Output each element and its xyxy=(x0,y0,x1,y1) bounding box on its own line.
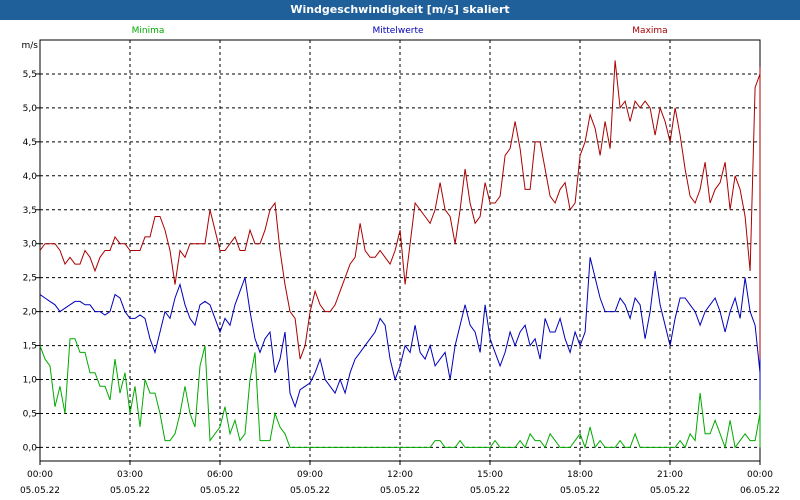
x-tick-date-label: 05.05.22 xyxy=(560,486,600,496)
x-tick-date-label: 05.05.22 xyxy=(290,486,330,496)
y-tick-label: 4,0 xyxy=(23,172,38,182)
x-tick-date-label: 05.05.22 xyxy=(20,486,60,496)
x-tick-time-label: 15:00 xyxy=(477,470,503,480)
series-line-minima xyxy=(39,332,761,450)
chart-title: Windgeschwindigkeit [m/s] skaliert xyxy=(290,3,510,16)
x-tick-date-label: 05.05.22 xyxy=(650,486,690,496)
x-tick-time-label: 21:00 xyxy=(657,470,683,480)
y-tick-label: 1,5 xyxy=(23,342,37,352)
x-tick-date-label: 05.05.22 xyxy=(110,486,150,496)
y-tick-label: 2,5 xyxy=(23,274,37,284)
y-tick-label: 0,5 xyxy=(23,409,37,419)
y-tick-label: 2,0 xyxy=(23,308,38,318)
y-tick-label: 5,0 xyxy=(23,104,38,114)
legend-entry-mittelwerte: Mittelwerte xyxy=(372,26,423,36)
x-tick-time-label: 00:00 xyxy=(27,470,53,480)
x-tick-time-label: 03:00 xyxy=(117,470,143,480)
y-tick-label: 0,0 xyxy=(23,443,38,453)
x-tick-date-label: 05.05.22 xyxy=(470,486,510,496)
x-tick-time-label: 00:00 xyxy=(747,470,773,480)
y-tick-label: 1,0 xyxy=(23,376,38,386)
y-tick-label: 3,5 xyxy=(23,206,37,216)
x-tick-time-label: 12:00 xyxy=(387,470,413,480)
x-tick-date-label: 05.05.22 xyxy=(200,486,240,496)
legend-entry-minima: Minima xyxy=(132,26,165,36)
x-tick-time-label: 18:00 xyxy=(567,470,593,480)
y-tick-label: 5,5 xyxy=(23,70,37,80)
chart-title-bar: Windgeschwindigkeit [m/s] skaliert xyxy=(0,0,800,20)
x-tick-time-label: 09:00 xyxy=(297,470,323,480)
y-axis-unit: m/s xyxy=(22,41,39,51)
series-line-maxima xyxy=(39,60,761,360)
x-tick-date-label: 05.05.22 xyxy=(380,486,420,496)
y-tick-label: 3,0 xyxy=(23,240,38,250)
x-tick-date-label: 06.05.22 xyxy=(740,486,780,496)
x-tick-time-label: 06:00 xyxy=(207,470,233,480)
y-tick-label: 4,5 xyxy=(23,138,37,148)
legend-entry-maxima: Maxima xyxy=(632,26,667,36)
